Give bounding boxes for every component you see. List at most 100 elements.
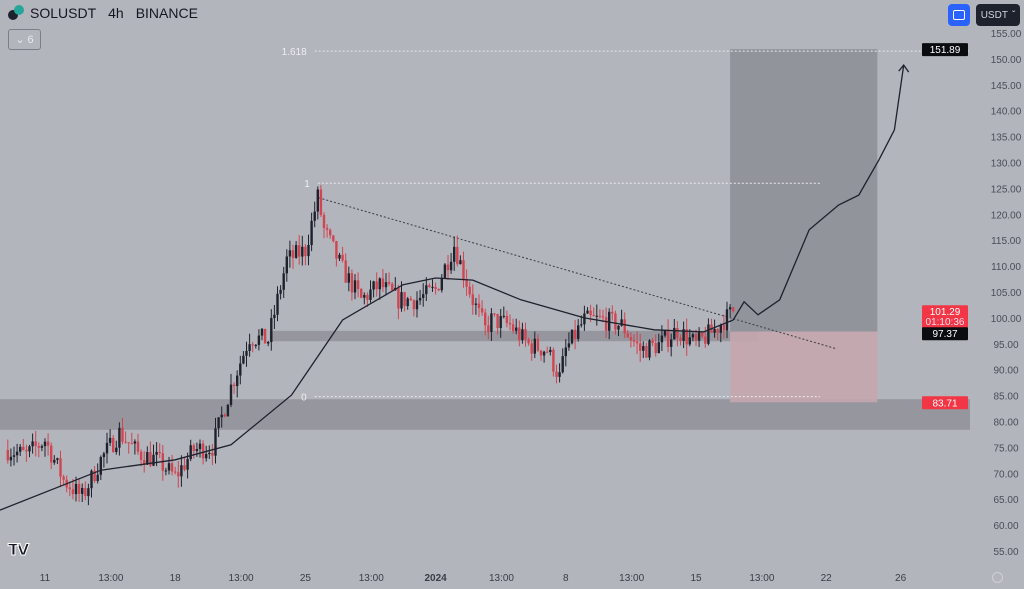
candle: [387, 272, 391, 286]
symbol-header[interactable]: SOLUSDT 4h BINANCE: [8, 5, 198, 21]
candle: [707, 318, 710, 346]
candle: [260, 328, 264, 341]
candle: [443, 263, 447, 279]
candle: [477, 294, 481, 317]
candle-body: [728, 307, 732, 310]
candle-body: [707, 324, 710, 344]
currency-select[interactable]: USDT ˇ: [976, 4, 1020, 26]
candle: [360, 287, 363, 299]
candle: [654, 334, 657, 357]
candle: [536, 334, 540, 353]
candle-body: [570, 329, 574, 344]
candle-body: [301, 246, 304, 257]
candle: [31, 433, 34, 454]
candle: [232, 382, 236, 394]
candle: [465, 269, 468, 296]
candle-body: [530, 343, 533, 354]
candle-body: [471, 294, 474, 305]
candle: [167, 456, 171, 475]
y-axis-tick-label: 55.00: [993, 547, 1018, 558]
candle-body: [632, 340, 636, 342]
candle: [214, 417, 217, 464]
settings-gear-icon[interactable]: [992, 572, 1003, 583]
candle: [77, 478, 81, 502]
candle: [688, 329, 691, 347]
candle-body: [155, 451, 158, 455]
candle: [657, 333, 660, 354]
candle: [511, 318, 515, 334]
candle: [229, 373, 233, 408]
candle: [586, 307, 589, 314]
candle: [474, 297, 478, 315]
candle: [372, 280, 375, 298]
y-axis-tick-label: 145.00: [991, 81, 1022, 92]
candle-body: [583, 313, 586, 325]
candle-body: [254, 344, 257, 346]
candle-body: [474, 303, 478, 305]
candle-body: [152, 454, 155, 466]
candle-body: [400, 292, 403, 309]
indicators-toggle-button[interactable]: ⌄ 6: [8, 29, 41, 50]
candle-body: [164, 470, 168, 472]
candle: [344, 253, 347, 283]
fib-level-label: 1: [304, 179, 310, 190]
y-axis-tick-label: 120.00: [991, 210, 1022, 221]
candle-body: [391, 283, 394, 291]
candle-body: [201, 443, 205, 459]
candle-body: [341, 254, 344, 261]
fib-level-label: 0: [301, 393, 307, 404]
candle-body: [670, 339, 673, 347]
candle: [431, 279, 434, 292]
candle: [62, 474, 65, 485]
candle: [189, 439, 192, 462]
plot-area: 1.618 1 0: [0, 47, 970, 511]
candle: [415, 291, 419, 318]
candle-body: [267, 341, 270, 344]
candle: [270, 309, 273, 351]
candle: [53, 455, 56, 465]
y-axis-tick-label: 70.00: [993, 469, 1018, 480]
candle-body: [449, 261, 453, 271]
candle: [161, 444, 164, 481]
candle-body: [732, 307, 735, 312]
candle-body: [378, 278, 381, 290]
candle: [533, 331, 536, 359]
candle-body: [499, 316, 502, 329]
candle-body: [136, 441, 140, 452]
candle-body: [434, 286, 437, 289]
candle: [338, 252, 341, 261]
candle: [542, 350, 546, 363]
candle-body: [260, 328, 264, 336]
price-label-text: 101.29: [930, 307, 961, 318]
candle-body: [697, 332, 701, 341]
candle-body: [567, 343, 571, 348]
candle: [722, 314, 726, 339]
candle-body: [31, 441, 34, 447]
fib-level-label: 1.618: [282, 47, 307, 58]
candle: [226, 403, 230, 417]
candle-body: [459, 260, 462, 265]
candle-body: [84, 488, 87, 497]
y-axis-tick-label: 95.00: [993, 340, 1018, 351]
candle: [629, 332, 633, 348]
candle: [577, 319, 580, 342]
countdown-label: 01:10:36: [926, 317, 965, 328]
candle: [453, 236, 456, 271]
candle: [81, 483, 84, 503]
candle-body: [124, 441, 127, 443]
candle-body: [245, 350, 248, 356]
candle-body: [493, 313, 496, 315]
candle: [660, 325, 664, 352]
candle: [19, 444, 22, 456]
candle: [28, 444, 31, 458]
candle: [462, 251, 465, 288]
candle-body: [456, 246, 459, 265]
fullscreen-icon[interactable]: [948, 4, 970, 26]
candle-body: [360, 289, 363, 298]
candle-body: [518, 327, 521, 341]
candle: [645, 342, 648, 358]
chevron-down-icon: ⌄: [15, 34, 25, 46]
candle: [313, 201, 316, 228]
y-axis-tick-label: 60.00: [993, 521, 1018, 532]
